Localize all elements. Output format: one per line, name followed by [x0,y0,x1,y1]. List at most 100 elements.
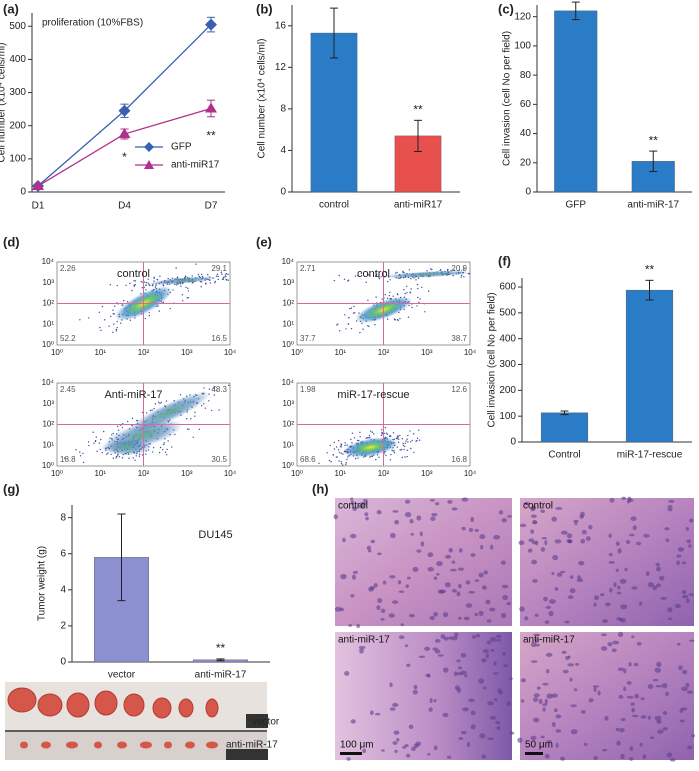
event-dot [141,411,144,414]
nucleus [502,664,509,668]
nucleus [482,686,487,690]
nucleus [681,561,687,565]
nucleus [688,593,694,596]
event-dot [207,273,209,276]
event-dot [186,418,188,420]
y-tick-label: 20 [520,157,532,168]
event-dot [191,275,193,277]
event-dot [402,442,404,445]
nucleus [450,568,457,572]
nucleus [394,749,398,754]
nucleus [674,603,681,609]
y-tick-label: 0 [510,437,516,448]
event-dot [220,271,223,274]
event-dot [117,455,119,457]
y-tick-label: 10⁴ [282,257,295,266]
nucleus [642,754,647,760]
event-dot [407,316,410,318]
event-dot [342,464,344,466]
event-dot [388,435,391,438]
event-dot [416,283,419,286]
event-dot [369,437,371,439]
nucleus [543,596,548,602]
event-dot [82,452,84,455]
quadrant-percent: 30.5 [211,455,227,464]
nucleus [389,707,396,711]
event-dot [429,268,432,270]
event-dot [112,313,114,315]
event-dot [375,458,377,461]
nucleus [593,595,600,601]
event-dot [345,463,347,466]
event-dot [132,457,135,459]
panel-label: (f) [498,253,511,268]
nucleus [593,602,597,607]
nucleus [481,658,487,663]
nucleus [583,742,588,746]
event-dot [140,281,142,283]
nucleus [578,560,585,566]
event-dot [167,440,169,442]
nucleus [660,596,667,600]
y-tick-label: 0 [20,187,26,198]
event-dot [411,306,413,309]
nucleus [580,710,586,714]
nucleus [520,699,525,703]
nucleus [647,715,651,720]
nucleus [550,693,558,698]
nucleus [676,642,681,646]
bar [540,412,589,443]
event-dot [194,415,196,417]
nucleus [640,715,647,719]
nucleus [454,632,459,637]
event-dot [338,451,341,454]
nucleus [430,516,436,522]
nucleus [620,618,626,623]
nucleus [542,703,548,707]
event-dot [338,460,340,462]
event-dot [377,275,380,278]
event-dot [460,276,462,278]
y-tick-label: 10¹ [42,440,54,449]
event-dot [350,307,353,309]
nucleus [569,575,574,579]
nucleus [540,547,546,552]
nucleus [656,719,662,724]
panel-label: (d) [3,234,20,249]
bar [310,32,358,193]
nucleus [593,687,597,692]
panel-label: (e) [256,234,272,249]
panel-label: (h) [312,481,329,496]
nucleus [377,598,383,603]
event-dot [106,453,108,455]
nucleus [688,544,692,548]
event-dot [162,285,165,287]
tumor [164,741,172,749]
nucleus [416,549,422,553]
y-tick-label: 100 [9,153,26,164]
plot-label: control [357,268,390,280]
event-dot [118,456,121,458]
nucleus [657,729,664,734]
nucleus [388,613,395,618]
quadrant-percent: 37.7 [300,334,316,343]
y-tick-label: 10² [42,420,54,429]
nucleus [490,636,497,642]
event-dot [79,319,81,321]
error-bar [571,1,580,21]
nucleus [458,616,462,620]
event-dot [340,462,343,465]
event-dot [215,275,218,277]
nucleus [555,729,562,733]
nucleus [500,560,506,565]
nucleus [533,697,539,703]
nucleus [434,639,441,643]
nucleus [567,595,574,600]
nucleus [435,502,440,506]
y-tick-label: 10² [282,299,294,308]
density-cloud [147,276,218,285]
error-bar [560,410,569,416]
event-dot [163,442,165,444]
event-dot [224,274,227,276]
